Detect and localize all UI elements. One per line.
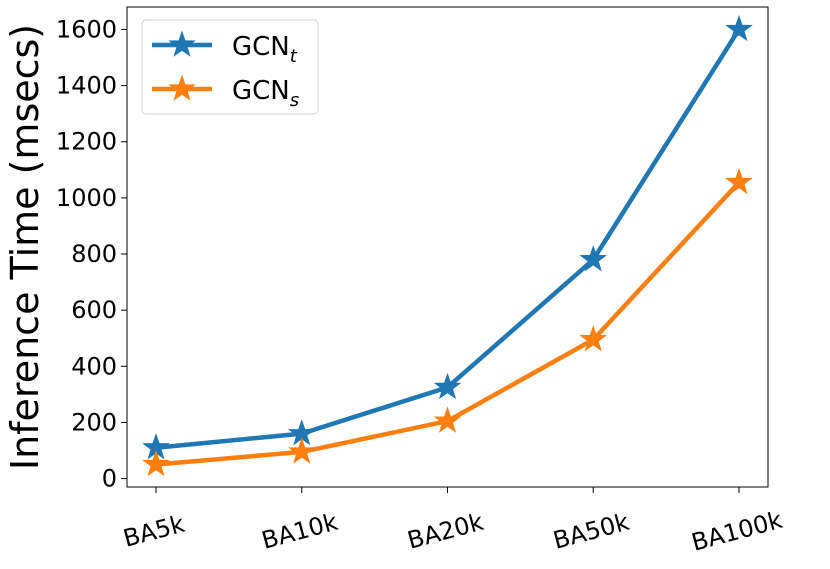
star-icon: [168, 30, 196, 57]
star-icon: [168, 74, 196, 101]
data-point: [725, 14, 753, 42]
data-point: [579, 245, 608, 272]
y-tick-label: 0: [102, 465, 117, 493]
legend-label-subscript: t: [290, 46, 298, 67]
y-axis-title: Inference Time (msecs): [3, 24, 47, 470]
y-axis: 0 200 400 600 800 1000 1200 1400 1600: [56, 15, 127, 493]
legend-item: GCNs: [152, 74, 299, 111]
data-point: [579, 325, 608, 352]
y-tick-label: 1000: [56, 184, 117, 212]
y-tick-label: 1600: [56, 15, 117, 43]
data-point: [725, 167, 753, 195]
series-t: [142, 14, 753, 460]
legend-label-subscript: s: [290, 90, 299, 111]
plot-area: [142, 14, 753, 477]
legend-label: GCNt: [232, 32, 298, 67]
data-point: [287, 437, 316, 464]
data-point: [433, 406, 462, 433]
y-tick-label: 400: [71, 352, 117, 380]
legend: GCNt GCNs: [141, 19, 319, 115]
y-tick-label: 200: [71, 408, 117, 436]
y-tick-label: 600: [71, 296, 117, 324]
data-point: [142, 450, 170, 477]
legend-item: GCNt: [152, 30, 298, 67]
legend-label: GCNs: [232, 76, 299, 111]
y-tick-label: 1200: [56, 128, 117, 156]
data-point: [433, 372, 462, 400]
y-tick-label: 1400: [56, 72, 117, 100]
y-tick-label: 800: [71, 240, 117, 268]
series-s: [142, 167, 753, 477]
